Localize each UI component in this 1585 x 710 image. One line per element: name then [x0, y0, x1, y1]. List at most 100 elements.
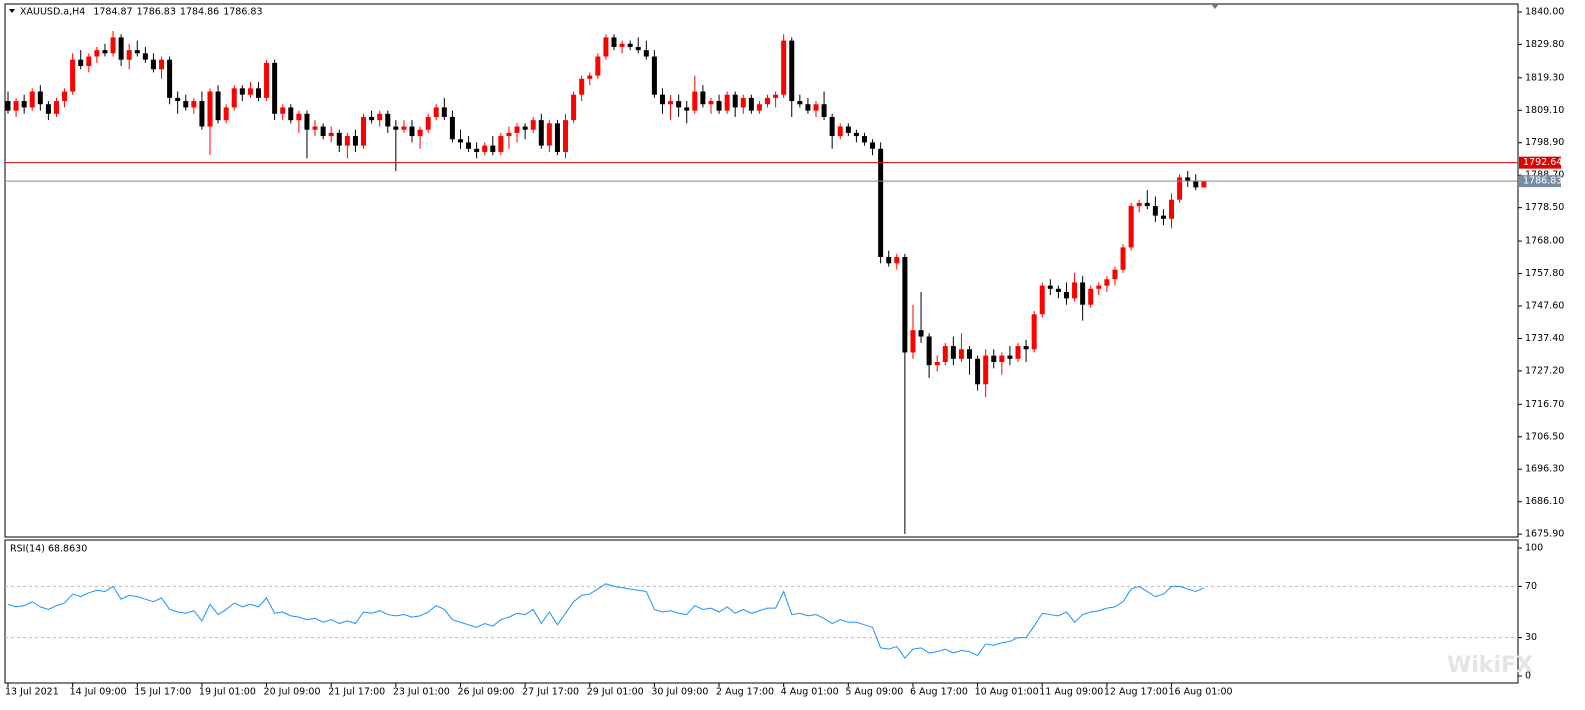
candle-body: [587, 75, 593, 79]
candle-body: [651, 56, 657, 95]
candle-body: [296, 113, 302, 121]
candle-body: [603, 37, 609, 57]
candle-body: [910, 330, 916, 353]
candle-body: [1120, 247, 1126, 270]
candle-body: [37, 91, 43, 105]
y-tick-label: 1819.30: [1525, 72, 1564, 83]
candle-body: [102, 50, 108, 54]
x-tick-label: 2 Aug 17:00: [716, 687, 774, 698]
candle-body: [579, 78, 585, 95]
y-tick-label: 1747.60: [1525, 300, 1564, 311]
rsi-title: RSI(14) 68.8630: [10, 544, 87, 555]
header-value: 1786.83: [223, 7, 262, 18]
candle-body: [312, 126, 318, 130]
candle-body: [765, 97, 771, 105]
candle-body: [1201, 181, 1207, 188]
candle-body: [1128, 206, 1134, 248]
candle-body: [571, 94, 577, 121]
candle-body: [950, 346, 956, 359]
y-tick-label: 1809.10: [1525, 105, 1564, 116]
candle-body: [538, 120, 544, 146]
header-value: 1784.87: [93, 7, 132, 18]
candle-body: [861, 136, 867, 143]
y-tick-label: 1829.80: [1525, 39, 1564, 50]
candle-body: [385, 113, 391, 127]
candle-body: [740, 97, 746, 108]
candle-body: [837, 126, 843, 137]
candle-body: [1015, 346, 1021, 359]
x-tick-label: 11 Aug 09:00: [1039, 687, 1103, 698]
candle-body: [878, 148, 884, 257]
y-tick-label: 30: [1525, 632, 1537, 643]
x-tick-label: 21 Jul 17:00: [328, 687, 385, 698]
candle-body: [425, 116, 431, 130]
candle-body: [1177, 177, 1183, 200]
y-tick-label: 1757.80: [1525, 268, 1564, 279]
candle-body: [506, 132, 512, 137]
x-tick-label: 23 Jul 01:00: [393, 687, 450, 698]
candle-body: [934, 361, 940, 366]
x-tick-label: 12 Aug 17:00: [1104, 687, 1168, 698]
candle-body: [700, 91, 706, 105]
y-tick-label: 1727.20: [1525, 365, 1564, 376]
candle-body: [1104, 279, 1110, 286]
candle-body: [393, 126, 399, 130]
candle-body: [1031, 314, 1037, 350]
candle-body: [975, 358, 981, 385]
x-tick-label: 26 Jul 09:00: [457, 687, 514, 698]
candle-body: [813, 104, 819, 111]
candle-body: [231, 88, 237, 108]
candle-body: [62, 91, 68, 102]
candle-body: [958, 349, 964, 359]
candle-body: [21, 101, 27, 108]
candle-body: [1063, 291, 1069, 299]
candle-body: [45, 104, 51, 114]
header-value: 1784.86: [180, 7, 219, 18]
candle-body: [967, 349, 973, 359]
x-tick-label: 14 Jul 09:00: [70, 687, 127, 698]
candle-body: [853, 132, 859, 137]
header-value: 1786.83: [137, 7, 176, 18]
candle-body: [1055, 288, 1061, 292]
candle-body: [272, 62, 278, 114]
rsi-line: [7, 583, 1205, 659]
price-pane: [4, 3, 1519, 538]
y-tick-label: 100: [1525, 542, 1543, 553]
candle-body: [1112, 269, 1118, 280]
y-tick-label: 1768.00: [1525, 236, 1564, 247]
candle-body: [5, 101, 11, 111]
candle-body: [716, 101, 722, 111]
candle-body: [70, 59, 76, 92]
candle-body: [215, 91, 221, 121]
candle-body: [490, 145, 496, 152]
candle-body: [175, 97, 181, 102]
candle-body: [255, 88, 261, 98]
x-tick-label: 27 Jul 17:00: [522, 687, 579, 698]
x-tick-label: 16 Aug 01:00: [1169, 687, 1233, 698]
candle-body: [336, 132, 342, 146]
candle-body: [264, 62, 270, 98]
candle-body: [223, 107, 229, 121]
x-tick-label: 10 Aug 01:00: [975, 687, 1039, 698]
candle-body: [619, 43, 625, 47]
candle-body: [142, 53, 148, 60]
candle-body: [1185, 177, 1191, 181]
y-tick-label: 0: [1525, 670, 1531, 681]
watermark: WikiFX: [1447, 653, 1533, 678]
candle-body: [1007, 355, 1013, 359]
x-tick-label: 30 Jul 09:00: [651, 687, 708, 698]
y-tick-label: 1778.50: [1525, 202, 1564, 213]
symbol-title: XAUUSD.a,H4: [20, 7, 85, 18]
candle-body: [563, 120, 569, 152]
candle-body: [126, 50, 132, 60]
candle-body: [1144, 202, 1150, 207]
candle-body: [482, 145, 488, 152]
candle-body: [441, 107, 447, 117]
candle-body: [498, 136, 504, 152]
candle-body: [191, 101, 197, 108]
candle-body: [546, 123, 552, 146]
candle-body: [732, 94, 738, 108]
candle-body: [1088, 288, 1094, 305]
price-label-box: [1519, 156, 1561, 169]
candle-body: [708, 101, 714, 105]
